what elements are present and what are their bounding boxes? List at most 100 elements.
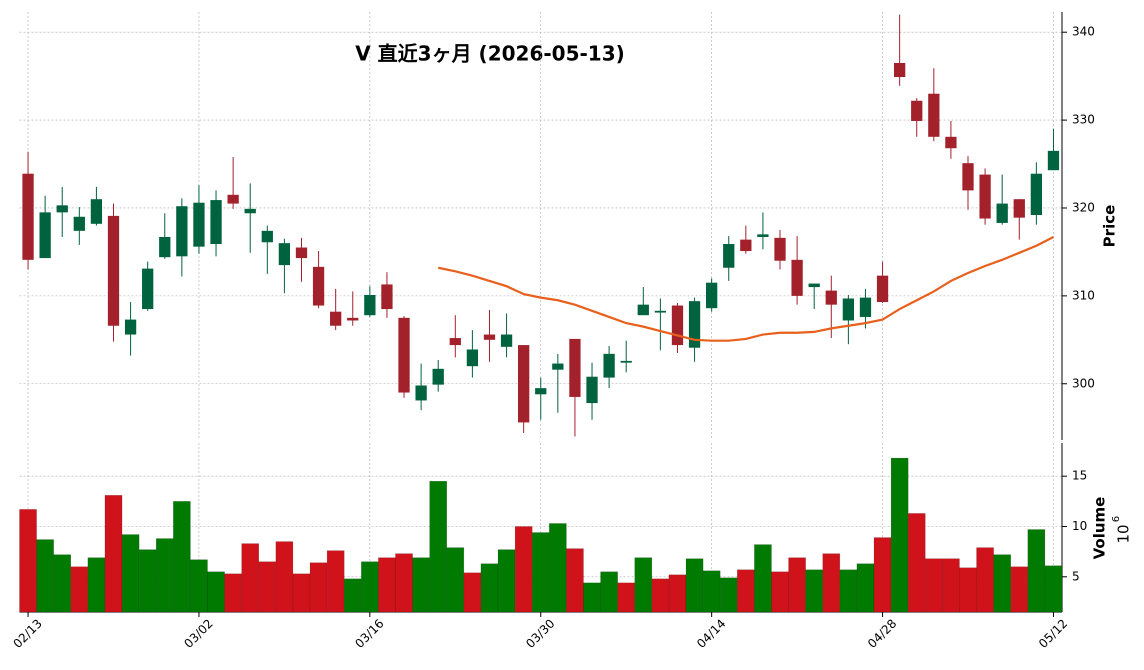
x-tick-label: 05/12 <box>1036 616 1070 650</box>
candle-body <box>193 202 205 247</box>
candle-body <box>159 236 171 258</box>
volume-bar <box>343 578 362 613</box>
candle-body <box>1030 173 1043 216</box>
volume-bar <box>959 567 977 613</box>
candle-body <box>637 304 649 316</box>
volume-bar <box>326 550 345 613</box>
candle-body <box>552 363 564 370</box>
volume-bar <box>207 571 225 613</box>
candle-body <box>107 215 120 326</box>
volume-bar <box>634 557 653 613</box>
candle-body <box>586 376 598 404</box>
candle-body <box>142 268 154 310</box>
volume-bar <box>993 554 1011 613</box>
x-tick-label: 02/13 <box>11 616 45 650</box>
volume-bar <box>873 537 892 613</box>
candle-body <box>654 310 667 313</box>
volume-bar <box>685 558 704 613</box>
candle-body <box>911 100 923 121</box>
volume-bar <box>173 501 191 613</box>
volume-bar <box>480 563 499 613</box>
candle-body <box>723 244 735 268</box>
volume-bar <box>1044 565 1063 613</box>
candle-body <box>603 353 615 378</box>
candle-body <box>996 203 1008 223</box>
candle-body <box>312 266 325 306</box>
candle-body <box>928 93 940 137</box>
candle-body <box>381 284 393 310</box>
volume-bar <box>856 563 875 613</box>
candle-body <box>706 282 718 309</box>
candle-body <box>757 234 769 237</box>
volume-bar <box>412 557 430 613</box>
volume-bar <box>292 573 311 613</box>
volume-bar <box>395 553 413 613</box>
candle-body <box>962 163 974 191</box>
candle-body <box>518 345 530 423</box>
volume-bar <box>309 562 328 613</box>
candle-body <box>620 360 632 363</box>
x-tick-label: 03/30 <box>523 616 557 650</box>
candle-body <box>347 317 359 321</box>
volume-bar <box>566 548 584 613</box>
x-tick-label: 03/16 <box>352 616 386 650</box>
volume-bar <box>87 557 106 613</box>
candle-body <box>825 290 837 305</box>
volume-bar <box>497 549 516 613</box>
candle-body <box>842 298 855 321</box>
volume-bar <box>737 569 755 613</box>
candle-body <box>90 199 103 224</box>
volume-bar <box>925 558 943 613</box>
candle-body <box>791 259 803 296</box>
volume-bar <box>258 561 277 613</box>
volume-bar <box>651 578 670 613</box>
candle-body <box>535 388 547 395</box>
candle-body <box>244 208 256 214</box>
candle-body <box>364 294 376 316</box>
volume-bar <box>907 513 926 613</box>
candle-body <box>671 305 684 346</box>
volume-bar <box>275 541 294 613</box>
volume-bar <box>36 539 54 613</box>
volume-bar <box>719 577 738 613</box>
candle-body <box>500 334 513 347</box>
candle-body <box>398 317 410 393</box>
y-tick-label: 15 <box>1072 469 1087 483</box>
volume-bar <box>514 526 533 613</box>
volume-scale-exponent: 6 <box>1111 516 1122 522</box>
volume-bar <box>942 558 960 613</box>
volume-scale: 10 6 <box>1111 516 1133 544</box>
candle-body <box>876 275 889 303</box>
candle-body <box>979 174 991 219</box>
volume-bar <box>155 538 174 613</box>
candle-body <box>39 212 51 259</box>
y-tick-label: 320 <box>1072 200 1095 214</box>
volume-bar <box>241 543 260 613</box>
candle-body <box>945 136 957 149</box>
x-tick-label: 04/28 <box>865 616 899 650</box>
volume-bar <box>839 569 858 613</box>
candle-body <box>774 237 786 261</box>
y-tick-label: 10 <box>1072 519 1087 533</box>
volume-bar <box>70 566 89 613</box>
chart-title: V 直近3ヶ月 (2026-05-13) <box>355 42 625 66</box>
candle-body <box>278 243 291 266</box>
candle-body <box>466 349 479 367</box>
candle-body <box>1047 150 1060 171</box>
y-tick-label: 330 <box>1072 113 1095 127</box>
volume-bar <box>754 544 772 613</box>
volume-bar <box>976 547 994 613</box>
candle-body <box>330 311 342 326</box>
volume-bar <box>224 573 242 613</box>
candle-body <box>227 194 239 204</box>
volume-bar <box>600 571 618 613</box>
volume-scale-base: 10 <box>1115 524 1133 543</box>
y-axis-label: Price <box>1101 205 1119 248</box>
candle-body <box>808 283 820 288</box>
y-tick-label: 340 <box>1072 25 1095 39</box>
volume-bar <box>190 559 208 613</box>
volume-bar <box>463 572 482 613</box>
volume-bar <box>805 569 823 613</box>
candle-body <box>894 62 906 78</box>
